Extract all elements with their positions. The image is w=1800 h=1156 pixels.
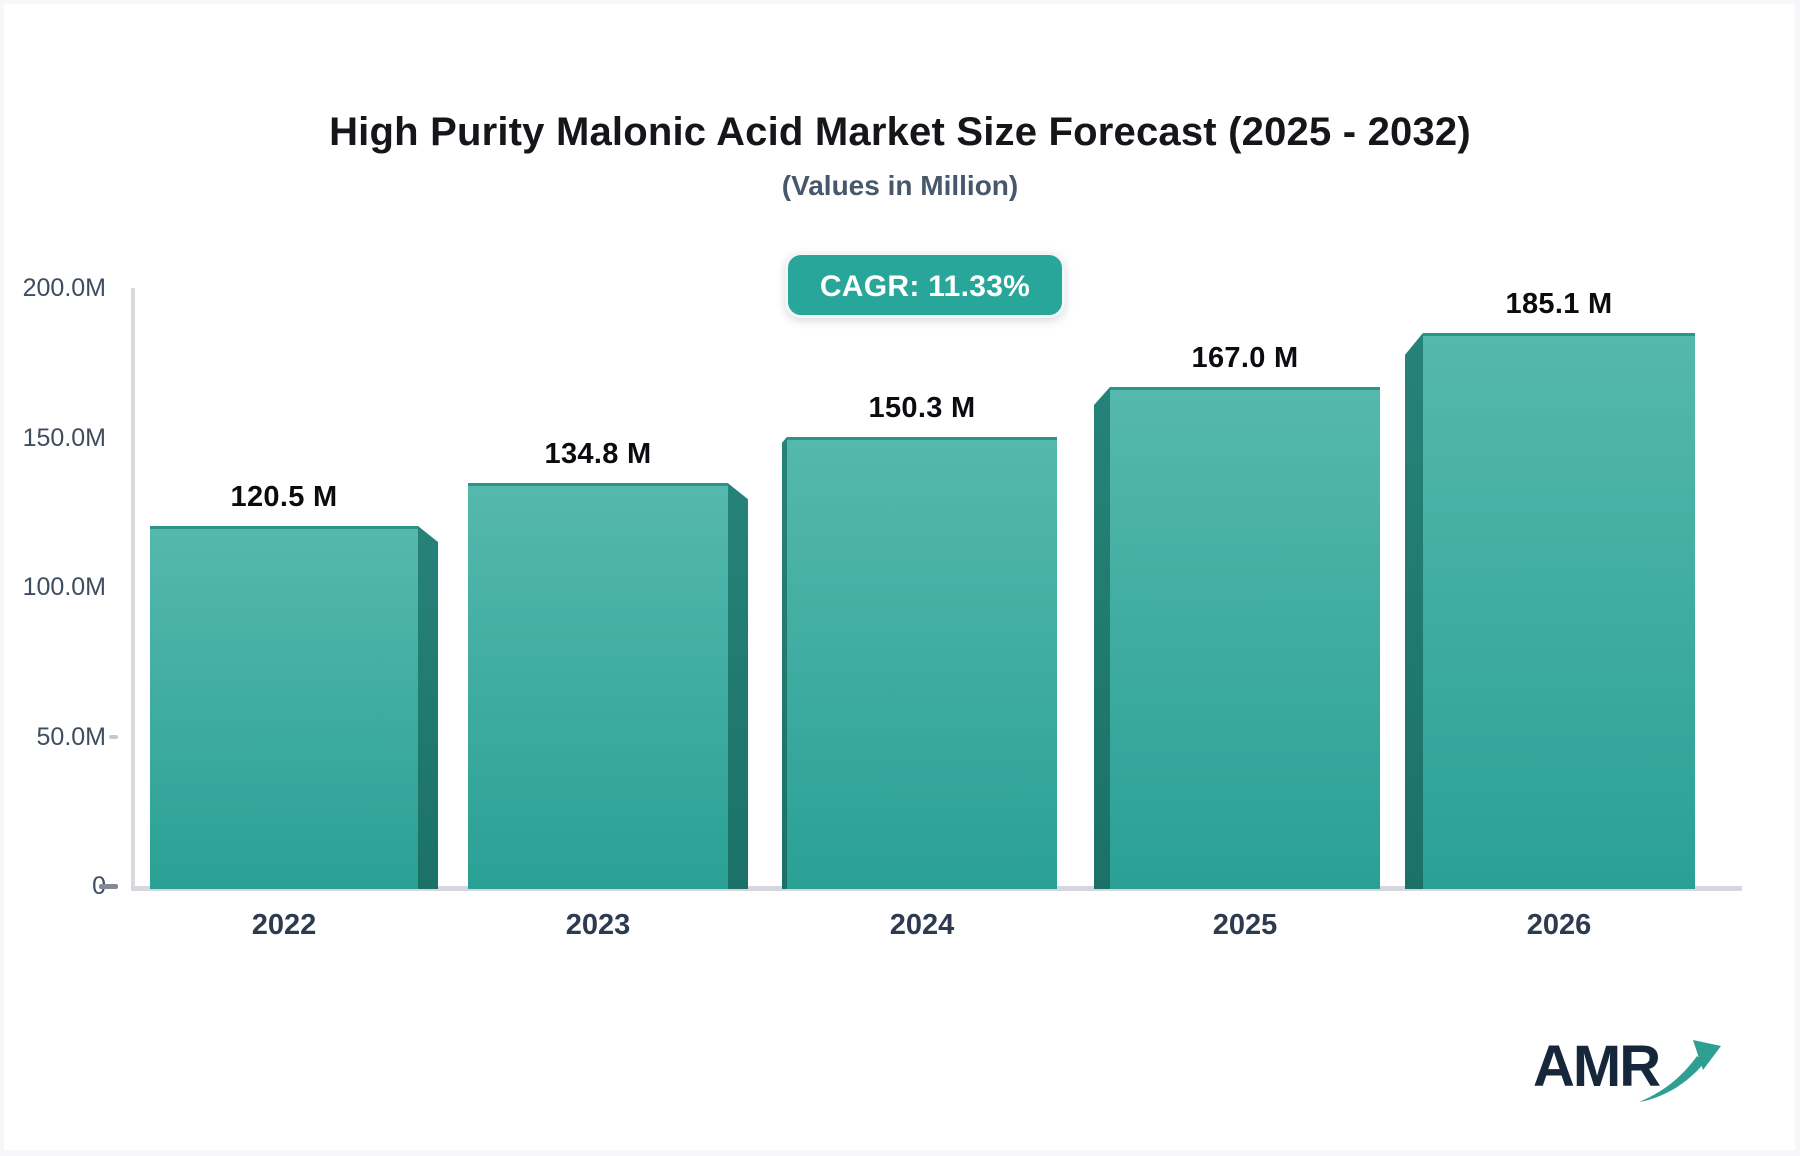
y-tick-label: 150.0M <box>22 423 106 452</box>
chart-title: High Purity Malonic Acid Market Size For… <box>329 110 1471 154</box>
y-tick-label: 50.0M <box>36 722 106 751</box>
bar-2024 <box>787 436 1057 889</box>
y-tick-mark <box>99 883 118 889</box>
x-tick-label: 2022 <box>251 909 317 941</box>
bar-value-label: 134.8 M <box>544 438 652 471</box>
chart-subtitle: (Values in Million) <box>781 170 1019 201</box>
amr-logo: AMR <box>1533 1038 1723 1108</box>
bar-3d-side <box>782 436 787 889</box>
growth-arrow-icon <box>1639 1040 1721 1102</box>
x-tick-label: 2023 <box>565 909 631 941</box>
bar-value-label: 150.3 M <box>868 391 976 424</box>
x-tick-label: 2026 <box>1526 909 1592 941</box>
y-tick-mark <box>109 734 118 739</box>
bar-3d-side <box>728 483 748 889</box>
y-tick-label: 200.0M <box>22 274 106 303</box>
bar-2025 <box>1110 387 1380 889</box>
x-tick-label: 2024 <box>889 909 955 941</box>
bar-value-label: 167.0 M <box>1191 342 1299 374</box>
y-axis-line <box>131 288 135 891</box>
cagr-badge: CAGR: 11.33% <box>785 252 1065 318</box>
bar-value-label: 185.1 M <box>1505 287 1613 320</box>
amr-logo-text: AMR <box>1533 1034 1661 1099</box>
y-tick-label: 100.0M <box>22 573 106 602</box>
bar-3d-side <box>418 525 438 889</box>
y-tick-label: 0 <box>0 870 106 902</box>
bar-2023 <box>468 483 728 889</box>
bar-3d-side <box>1405 332 1423 889</box>
bar-3d-side <box>1094 387 1110 889</box>
bar-2026 <box>1423 332 1695 889</box>
x-tick-label: 2025 <box>1212 909 1278 941</box>
bar-2022 <box>150 525 418 889</box>
bar-value-label: 120.5 M <box>230 480 338 513</box>
